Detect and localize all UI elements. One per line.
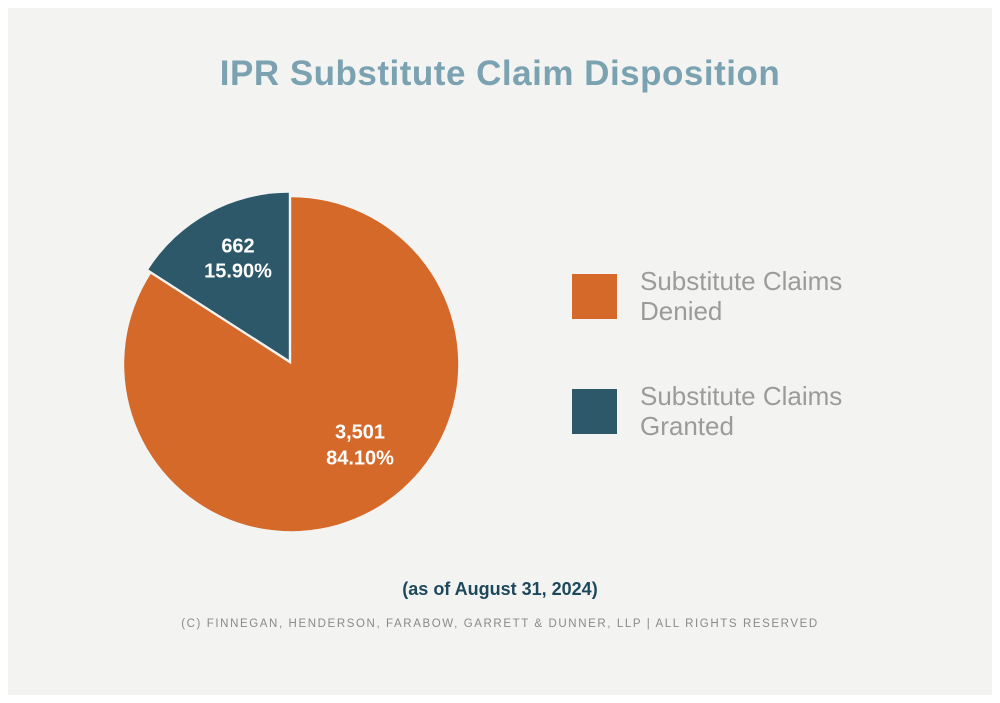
legend-label-denied: Substitute Claims Denied [640,266,842,326]
legend-label-denied-line2: Denied [640,296,723,326]
pie-label-granted-pct: 15.90% [204,260,272,282]
pie-slice-denied [124,197,459,532]
pie-label-denied-pct: 84.10% [326,447,394,469]
legend-label-granted-line2: Granted [640,411,734,441]
legend-swatch-denied [572,273,617,319]
copyright-line: (C) FINNEGAN, HENDERSON, FARABOW, GARRET… [181,618,819,630]
legend-label-denied-line1: Substitute Claims [640,266,843,296]
pie-label-denied-value: 3,501 [335,421,385,443]
slide-canvas: IPR Substitute Claim Disposition 662 15.… [8,8,992,695]
pie-chart: 662 15.90% 3,501 84.10% [124,192,459,532]
as-of-date: (as of August 31, 2024) [402,579,598,599]
chart-title: IPR Substitute Claim Disposition [219,54,781,93]
legend-swatch-granted [572,388,617,434]
legend-label-granted: Substitute Claims Granted [640,381,842,441]
pie-slice-granted [148,192,289,360]
legend-label-granted-line1: Substitute Claims [640,381,843,411]
legend-item-denied: Substitute Claims Denied [572,266,842,326]
legend-item-granted: Substitute Claims Granted [572,381,842,441]
pie-label-granted-value: 662 [221,235,254,257]
